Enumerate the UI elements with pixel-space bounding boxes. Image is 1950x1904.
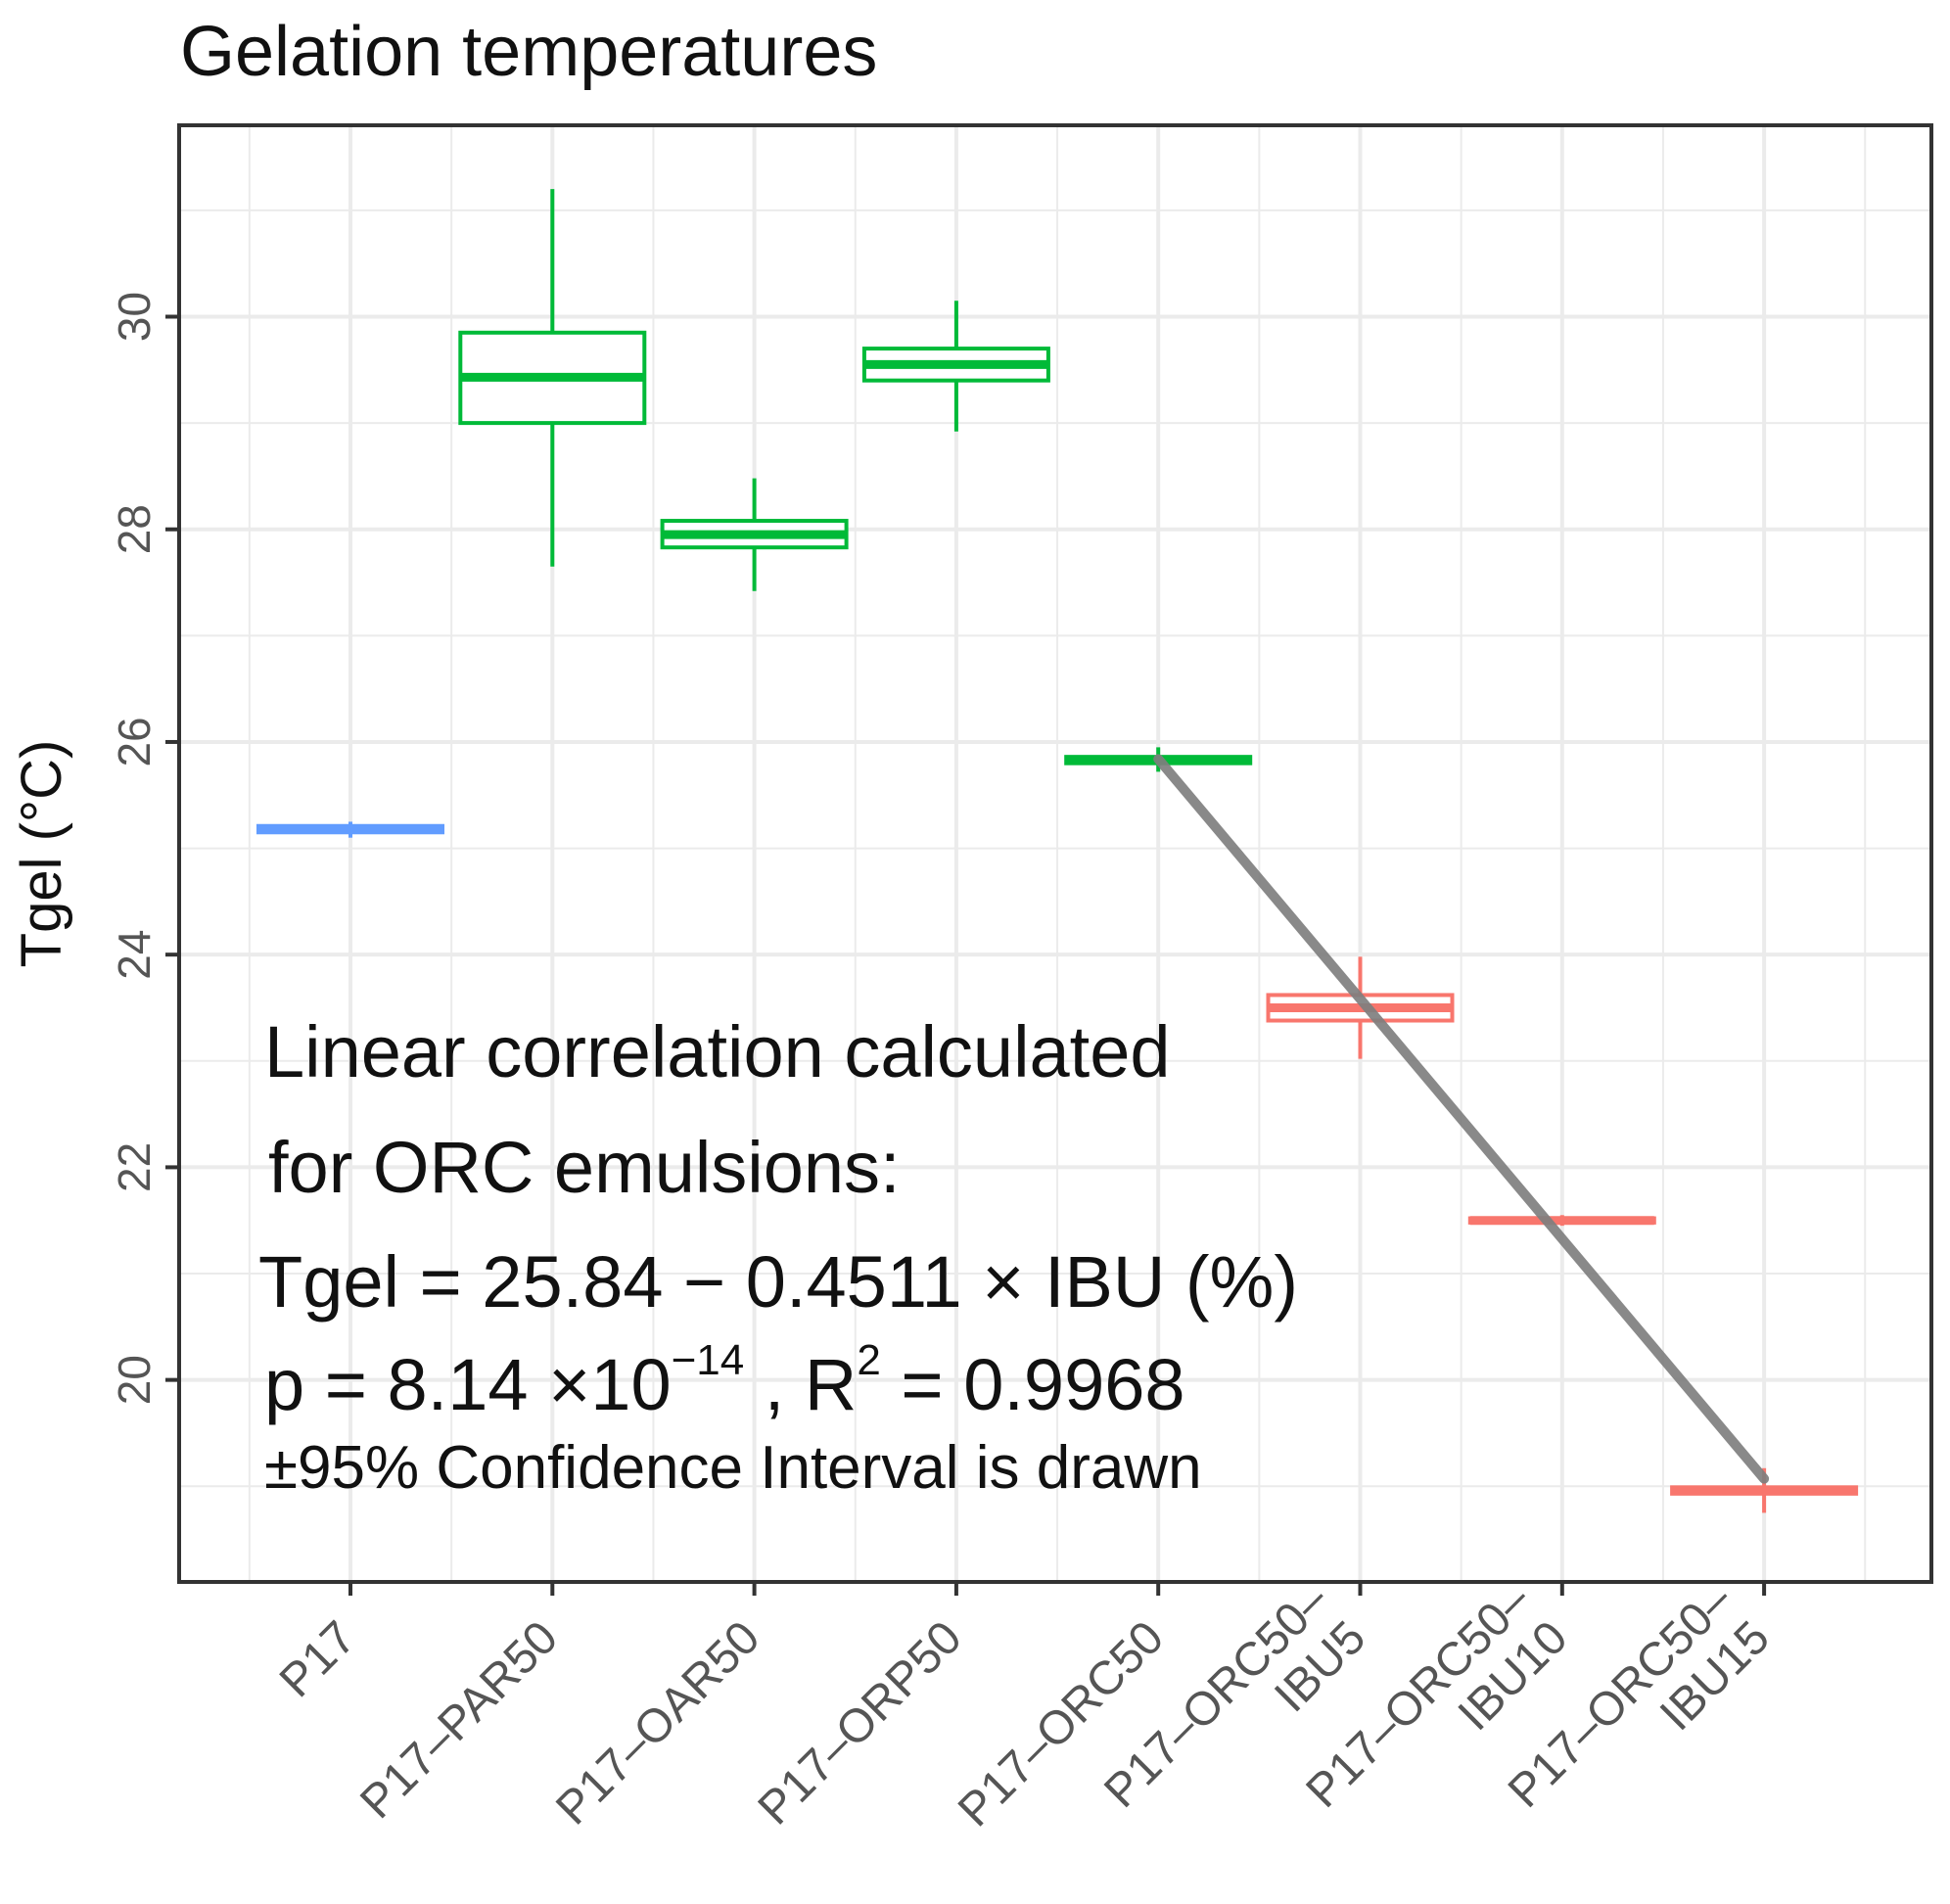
y-tick-label: 24 xyxy=(109,930,160,980)
annotation-r-label: , R xyxy=(744,1344,857,1425)
box-plot-2 xyxy=(458,189,647,567)
regression-line-group xyxy=(1153,754,1770,1484)
box-plot-1 xyxy=(256,821,444,838)
annotation-line-3: Tgel = 25.84 − 0.4511 × IBU (%) xyxy=(258,1241,1298,1323)
annotation-r-value: = 0.9968 xyxy=(881,1344,1185,1425)
y-tick-label: 30 xyxy=(109,292,160,342)
y-tick-label: 22 xyxy=(109,1142,160,1192)
annotation-line-5: ±95% Confidence Interval is drawn xyxy=(264,1434,1202,1502)
y-axis-ticks: 20 22 24 26 28 30 xyxy=(109,292,179,1405)
x-tick-label: P17–OAR50 xyxy=(546,1611,769,1834)
x-tick-label: P17–ORP50 xyxy=(749,1611,972,1834)
annotation-line-4: p = 8.14 ×10−14 , R2 = 0.9968 xyxy=(264,1336,1185,1425)
annotation-r-exponent: 2 xyxy=(857,1336,880,1384)
annotation-p-exponent: −14 xyxy=(672,1336,745,1384)
grid xyxy=(179,125,1931,1582)
x-tick-label: P17–PAR50 xyxy=(350,1611,568,1829)
y-axis-label: Tgel (°C) xyxy=(10,740,73,968)
chart-title: Gelation temperatures xyxy=(180,13,877,91)
regression-line xyxy=(1153,754,1770,1484)
annotation-block: Linear correlation calculated for ORC em… xyxy=(258,1011,1298,1502)
box-plot-7 xyxy=(1467,1215,1656,1227)
annotation-line-2: for ORC emulsions: xyxy=(268,1127,901,1208)
box-plot-6 xyxy=(1266,956,1455,1059)
x-axis-ticks: P17P17–PAR50P17–OAR50P17–ORP50P17–ORC50P… xyxy=(270,1574,1780,1836)
plot-panel-border xyxy=(177,123,1933,1584)
box-plot-4 xyxy=(861,301,1050,432)
annotation-line-1: Linear correlation calculated xyxy=(264,1011,1171,1092)
box-plot-8 xyxy=(1670,1467,1859,1513)
box-plot-3 xyxy=(660,478,849,591)
annotation-p-value: p = 8.14 ×10 xyxy=(264,1344,672,1425)
y-tick-label: 20 xyxy=(109,1355,160,1405)
y-tick-label: 26 xyxy=(109,717,160,766)
x-tick-label: P17 xyxy=(270,1611,366,1707)
y-tick-label: 28 xyxy=(109,504,160,554)
